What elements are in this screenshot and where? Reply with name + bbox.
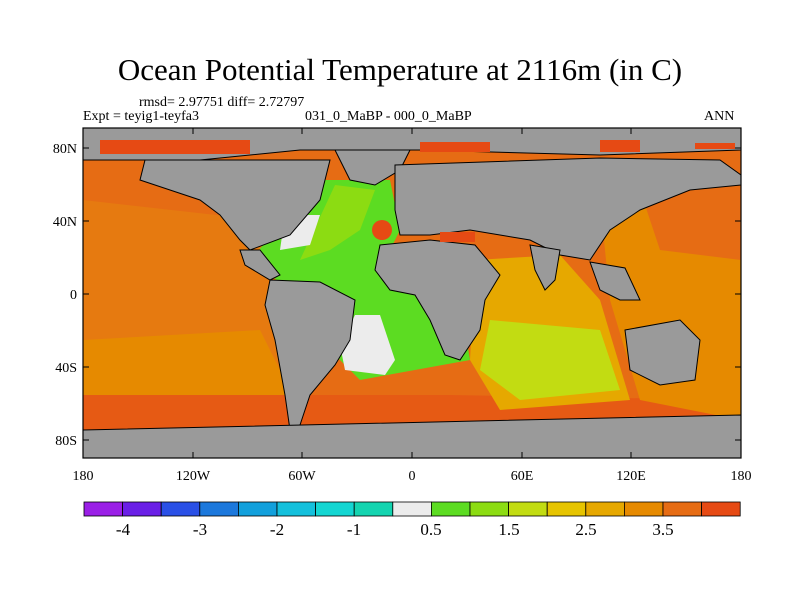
colorbar-swatch <box>122 501 162 517</box>
lon-label-120e: 120E <box>616 469 646 484</box>
colorbar-swatch <box>662 501 702 517</box>
colorbar-swatch <box>83 501 123 517</box>
southeast-asia <box>589 261 641 301</box>
colorbar-swatch <box>237 501 278 517</box>
south-america <box>264 279 356 431</box>
colorbar-swatch <box>469 501 509 517</box>
lat-label-40n: 40N <box>53 215 77 230</box>
lat-label-80s: 80S <box>55 434 77 449</box>
north-america <box>139 159 331 251</box>
lon-label-60e: 60E <box>511 469 534 484</box>
north-atlantic-field <box>300 185 375 260</box>
arctic-warm-patch-3 <box>100 140 250 154</box>
colorbar-swatch <box>701 501 741 517</box>
arctic-warm-patch-2 <box>600 140 640 152</box>
atlantic-white-south <box>340 315 395 375</box>
map-title: Ocean Potential Temperature at 2116m (in… <box>117 52 683 87</box>
lon-label-180e: 180 <box>731 469 752 484</box>
map-field <box>83 128 741 458</box>
eurasia <box>394 157 741 261</box>
colorbar-label-2-5: 2.5 <box>575 520 596 539</box>
lon-ticks <box>192 128 632 458</box>
africa <box>374 239 501 361</box>
colorbar-swatch <box>624 501 664 517</box>
lon-label-180w: 180 <box>73 469 94 484</box>
colorbar-swatch <box>160 501 201 517</box>
arctic-warm-patch-1 <box>420 142 490 152</box>
mediterranean-warm-patch <box>440 232 475 242</box>
experiment-label: Expt = teyig1-teyfa3 <box>83 109 199 124</box>
colorbar-swatch <box>430 501 471 517</box>
arctic-warm-patch-4 <box>695 143 735 149</box>
stats-line: rmsd= 2.97751 diff= 2.72797 <box>139 95 305 110</box>
antarctica <box>83 414 741 458</box>
colorbar-label-neg2: -2 <box>270 520 284 539</box>
colorbar-label-neg1: -1 <box>347 520 361 539</box>
central-america <box>239 249 281 281</box>
warm-anomaly-spot <box>372 220 392 240</box>
season-label: ANN <box>704 109 735 124</box>
greenland <box>334 149 411 186</box>
colorbar-swatch <box>276 501 316 517</box>
land-masses <box>83 128 741 458</box>
colorbar-swatch <box>353 501 394 517</box>
lon-label-0: 0 <box>409 469 416 484</box>
comparison-label: 031_0_MaBP - 000_0_MaBP <box>305 109 472 124</box>
lat-label-80n: 80N <box>53 142 77 157</box>
india <box>529 244 561 291</box>
colorbar-swatch <box>546 501 587 517</box>
lon-label-120w: 120W <box>176 469 211 484</box>
colorbar-label-3-5: 3.5 <box>652 520 673 539</box>
colorbar-swatch <box>199 501 239 517</box>
lat-ticks <box>83 147 741 441</box>
lat-label-0: 0 <box>70 288 77 303</box>
colorbar-label-0-5: 0.5 <box>420 520 441 539</box>
colorbar-label-1-5: 1.5 <box>498 520 519 539</box>
colorbar-swatch <box>508 501 548 517</box>
lon-label-60w: 60W <box>288 469 316 484</box>
colorbar-label-neg3: -3 <box>193 520 207 539</box>
colorbar-swatch <box>315 501 355 517</box>
colorbar-label-neg4: -4 <box>116 520 131 539</box>
indian-ocean-cool <box>480 320 620 400</box>
south-pacific-field <box>83 330 300 410</box>
colorbar-swatch <box>585 501 625 517</box>
lat-label-40s: 40S <box>55 361 77 376</box>
australia <box>624 319 701 386</box>
colorbar-swatch <box>392 501 432 517</box>
colorbar <box>83 501 741 517</box>
